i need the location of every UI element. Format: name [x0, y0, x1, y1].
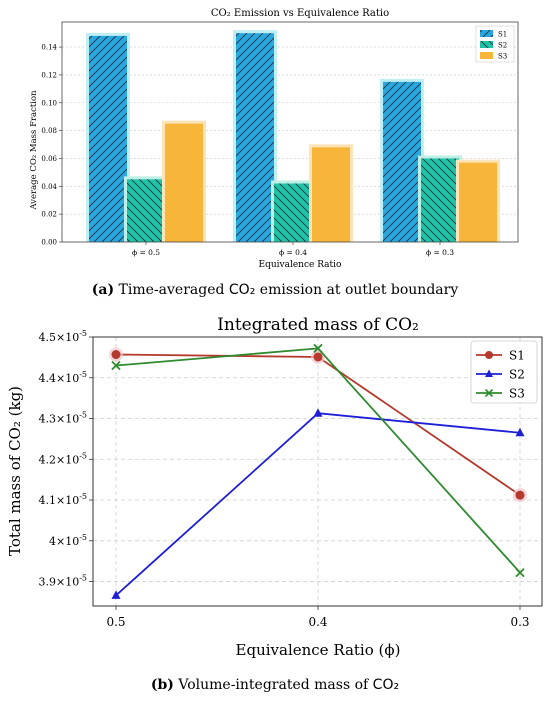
chart-b-y-tick-label: 4.1×10-5 [38, 492, 87, 507]
chart-b-y-tick-label: 4.4×10-5 [38, 370, 87, 385]
caption-b: (b) Volume-integrated mass of CO₂ [0, 677, 550, 693]
caption-a-species: CO₂ [228, 282, 256, 298]
chart-b-y-tick-label: 4×10-5 [49, 533, 87, 548]
chart-b-legend-marker [485, 351, 493, 359]
chart-a-plot-frame [61, 21, 519, 243]
caption-a: (a) Time-averaged CO₂ emission at outlet… [0, 282, 550, 298]
chart-a-title: CO₂ Emission vs Equivalence Ratio [211, 8, 389, 19]
chart-a-x-tick-label: ϕ = 0.5 [132, 248, 160, 257]
caption-a-label: (a) [91, 282, 115, 298]
caption-b-label: (b) [150, 677, 174, 693]
chart-a-bar-s3 [165, 123, 203, 242]
chart-b-point-s1 [111, 350, 121, 360]
chart-a-y-tick-label: 0.12 [41, 71, 57, 79]
chart-a-y-tick-label: 0.00 [41, 239, 57, 247]
chart-b-point-s2 [515, 427, 525, 437]
chart-a-x-tick-label: ϕ = 0.4 [279, 248, 307, 257]
chart-b-point-s3 [313, 343, 323, 354]
chart-a-bar-s3 [459, 162, 497, 242]
chart-a-y-tick-label: 0.06 [41, 155, 57, 163]
chart-b-x-axis-label: Equivalence Ratio (ϕ) [236, 641, 401, 659]
chart-a-legend-label: S1 [498, 31, 507, 39]
chart-b-y-tick-label: 3.9×10-5 [38, 574, 87, 589]
chart-b-title: Integrated mass of CO₂ [217, 315, 419, 335]
chart-a-x-axis-label: Equivalence Ratio [259, 260, 342, 270]
chart-b-point-s3 [515, 567, 525, 578]
chart-b-y-tick-label: 4.5×10-5 [38, 329, 87, 344]
chart-a-bar-s1 [89, 35, 127, 243]
chart-a-legend-label: S2 [498, 42, 507, 50]
chart-b-point-s1 [515, 490, 525, 500]
caption-b-text: Volume-integrated mass of [178, 677, 369, 693]
line-chart-integrated-mass: Integrated mass of CO₂ Total mass of CO₂… [6, 315, 543, 659]
chart-b-legend-label: S2 [509, 368, 525, 382]
chart-b-x-tick-label: 0.4 [308, 615, 327, 629]
chart-a-y-tick-label: 0.14 [41, 44, 57, 52]
chart-a-y-tick-label: 0.04 [41, 183, 57, 191]
chart-b-x-tick-label: 0.5 [106, 615, 125, 629]
chart-a-bar-s2 [127, 179, 165, 242]
caption-a-text: Time-averaged [118, 282, 225, 298]
chart-b-point-s2 [111, 590, 121, 599]
chart-a-legend-swatch [480, 52, 493, 59]
chart-a-bar-s3 [312, 147, 350, 242]
chart-b-x-tick-label: 0.3 [510, 615, 529, 629]
caption-b-species: CO₂ [372, 677, 400, 693]
chart-a-y-tick-label: 0.02 [41, 211, 57, 219]
chart-a-legend-label: S3 [498, 53, 507, 61]
bar-chart-co2-emission: CO₂ Emission vs Equivalence Ratio Averag… [29, 8, 519, 270]
chart-b-legend-marker [485, 369, 493, 377]
chart-a-x-tick-label: ϕ = 0.3 [426, 248, 454, 257]
chart-b-legend-label: S1 [509, 349, 525, 363]
chart-b-plot-frame [92, 336, 543, 607]
chart-b-y-tick-label: 4.3×10-5 [38, 411, 87, 426]
caption-a-rest: emission at outlet boundary [259, 282, 459, 298]
chart-b-point-s1 [313, 352, 323, 362]
chart-b-legend-label: S3 [509, 387, 525, 401]
chart-b-y-tick-label: 4.2×10-5 [38, 451, 87, 466]
chart-a-bar-s1 [383, 81, 421, 243]
chart-a-bar-s1 [236, 33, 274, 243]
chart-a-y-axis-label: Average CO₂ Mass Fraction [29, 90, 39, 211]
chart-a-legend-swatch [480, 30, 493, 37]
chart-a-y-tick-label: 0.10 [41, 99, 57, 107]
chart-a-bar-s2 [421, 158, 459, 242]
chart-a-bar-s2 [274, 183, 312, 242]
chart-b-point-s2 [313, 408, 323, 417]
chart-a-legend-swatch [480, 41, 493, 48]
chart-b-y-axis-label: Total mass of CO₂ (kg) [6, 386, 24, 556]
chart-b-point-s3 [111, 360, 121, 371]
chart-a-y-tick-label: 0.08 [41, 127, 57, 135]
chart-b-legend-marker [484, 388, 494, 398]
